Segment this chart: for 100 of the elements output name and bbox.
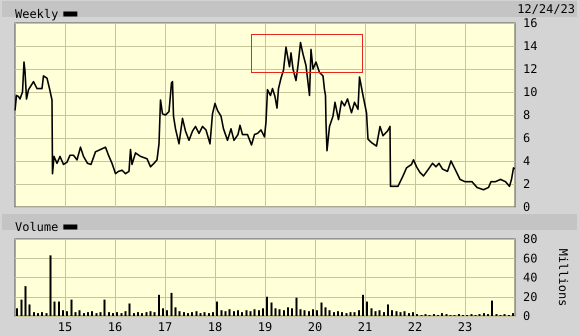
x-tick-label: 23 [458, 320, 472, 334]
y-tick-label: 16 [523, 16, 538, 30]
bar [491, 300, 493, 316]
bar [483, 313, 485, 316]
bar [162, 308, 164, 316]
bar [283, 310, 285, 316]
bar [200, 313, 202, 316]
bar [128, 303, 130, 316]
bar [187, 313, 189, 316]
legend-label: Volume [14, 220, 58, 234]
bar [366, 302, 368, 316]
bar [354, 312, 356, 316]
bar [141, 313, 143, 316]
bar [170, 292, 172, 316]
bar [20, 300, 22, 316]
bar [91, 311, 93, 316]
x-tick-label: 16 [108, 320, 122, 334]
y-tick-label: 0 [523, 309, 530, 323]
bar [333, 312, 335, 316]
bar [304, 310, 306, 316]
line-series [14, 42, 516, 191]
bar [216, 302, 218, 316]
bar [374, 311, 376, 316]
bar [120, 313, 122, 316]
bar [328, 310, 330, 316]
bar [441, 313, 443, 316]
bar [274, 308, 276, 316]
x-tick-label: 21 [358, 320, 372, 334]
y-tick-label: 2 [523, 177, 530, 191]
bar [137, 312, 139, 316]
bar [300, 309, 302, 316]
x-tick-label: 22 [408, 320, 422, 334]
bar [133, 313, 135, 316]
bar [391, 310, 393, 316]
bar [512, 313, 514, 316]
bar [83, 313, 85, 316]
y-tick-label: 0 [523, 200, 530, 214]
legend-label: Weekly [14, 7, 58, 21]
bar [154, 312, 156, 316]
bar [237, 310, 239, 316]
bar [158, 294, 160, 316]
bar [358, 310, 360, 316]
bar [46, 313, 48, 316]
bar [378, 310, 380, 316]
bar [28, 304, 30, 316]
bar [404, 311, 406, 316]
x-tick-label: 17 [158, 320, 172, 334]
bar [270, 302, 272, 316]
bar [150, 311, 152, 316]
bar [50, 255, 52, 316]
bar [100, 312, 102, 316]
bar [204, 312, 206, 316]
bar [87, 312, 89, 316]
bar [166, 310, 168, 316]
y-tick-label: 14 [523, 39, 538, 53]
bar [241, 312, 243, 316]
bar [278, 309, 280, 316]
bar [246, 310, 248, 316]
x-tick-label: 19 [258, 320, 272, 334]
bar [408, 313, 410, 316]
bar [350, 312, 352, 316]
bar [312, 309, 314, 316]
bar [412, 312, 414, 316]
y-tick-label: 80 [523, 232, 538, 246]
bar [108, 312, 110, 316]
bar [266, 296, 268, 316]
bar [54, 302, 56, 316]
bar [212, 312, 214, 316]
x-tick-label: 18 [208, 320, 222, 334]
bar [287, 307, 289, 316]
y-tick-label: 6 [523, 131, 530, 145]
bar [208, 313, 210, 316]
y-axis-title: Millions [556, 248, 570, 306]
bar [16, 308, 18, 316]
bar [308, 311, 310, 316]
bar [183, 312, 185, 316]
bar [400, 312, 402, 316]
bar [116, 312, 118, 316]
bar [146, 312, 148, 316]
bar [78, 310, 80, 316]
bar [262, 308, 264, 316]
bar [383, 312, 385, 316]
bar [250, 311, 252, 316]
y-tick-label: 12 [523, 62, 538, 76]
bar [66, 311, 68, 316]
bar [370, 308, 372, 316]
bar [316, 310, 318, 316]
bar [224, 311, 226, 316]
x-tick-label: 15 [58, 320, 72, 334]
bar [233, 311, 235, 316]
y-tick-label: 10 [523, 85, 538, 99]
bar [324, 307, 326, 316]
bar [124, 311, 126, 316]
bar [112, 313, 114, 316]
bar [346, 313, 348, 316]
bar [174, 307, 176, 316]
x-tick-label: 20 [308, 320, 322, 334]
bar [254, 309, 256, 316]
bar [178, 311, 180, 316]
y-tick-label: 8 [523, 108, 530, 122]
